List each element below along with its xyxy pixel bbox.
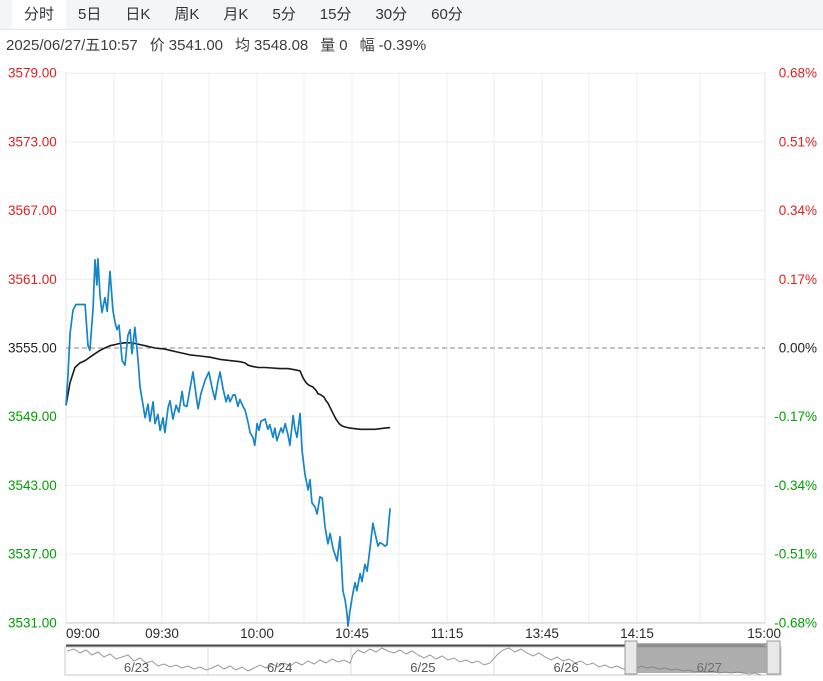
percent-axis-label: 0.51% (779, 134, 817, 149)
time-axis-label: 15:00 (747, 626, 781, 641)
navigator-selection[interactable] (637, 643, 767, 673)
price-axis-label: 3549.00 (8, 409, 57, 424)
period-tabbar: 分时 5日 日K 周K 月K 5分 15分 30分 60分 (0, 0, 823, 30)
price-axis-label: 3543.00 (8, 478, 57, 493)
percent-axis-label: 0.17% (779, 272, 817, 287)
percent-axis-label: 0.34% (779, 203, 817, 218)
navigator-right-handle[interactable] (766, 640, 781, 675)
percent-axis-label: -0.17% (774, 409, 817, 424)
time-axis-label: 10:45 (335, 626, 369, 641)
quote-price: 价 3541.00 (149, 36, 224, 54)
tab-intraday[interactable]: 分时 (12, 0, 67, 29)
price-line (65, 257, 391, 628)
quote-datetime: 2025/06/27/五10:57 (6, 36, 138, 54)
price-axis-label: 3567.00 (8, 203, 57, 218)
tab-60min[interactable]: 60分 (431, 6, 463, 23)
tab-monthly-k[interactable]: 月K (223, 6, 249, 23)
scrollbar-track[interactable] (66, 644, 626, 649)
percent-axis-label: 0.00% (779, 341, 817, 356)
navigator-left-handle[interactable] (624, 640, 638, 675)
price-axis-label: 3555.00 (8, 341, 57, 356)
quote-average: 均 3548.08 (235, 36, 309, 54)
time-axis-label: 11:15 (431, 626, 464, 641)
tab-5day[interactable]: 5日 (78, 6, 102, 23)
navigator-day-label[interactable]: 6/23 (124, 660, 149, 675)
navigator-day-label[interactable]: 6/24 (267, 660, 292, 675)
tab-5min[interactable]: 5分 (272, 6, 296, 23)
time-axis-label: 10:00 (240, 626, 274, 641)
price-axis-label: 3573.00 (8, 134, 57, 149)
tab-15min[interactable]: 15分 (319, 6, 352, 23)
date-navigator[interactable]: 6/236/246/256/266/27 (64, 640, 782, 676)
tab-daily-k[interactable]: 日K (125, 6, 151, 23)
tab-weekly-k[interactable]: 周K (174, 6, 200, 23)
chart-canvas[interactable]: 3579.00 0.68% 3573.00 0.51% 3567.00 0.34% 3561… (0, 58, 823, 681)
time-axis-label: 13:45 (525, 626, 559, 641)
percent-axis-label: -0.51% (774, 547, 817, 562)
price-axis-label: 3561.00 (8, 272, 57, 287)
quote-change: 幅 -0.39% (359, 36, 427, 54)
percent-axis-label: -0.34% (774, 478, 817, 493)
navigator-day-label[interactable]: 6/26 (553, 660, 578, 675)
price-axis-label: 3531.00 (8, 615, 57, 630)
percent-axis-label: -0.68% (774, 615, 817, 630)
tab-30min[interactable]: 30分 (375, 6, 408, 23)
navigator-day-label[interactable]: 6/25 (410, 660, 435, 675)
price-axis-label: 3579.00 (8, 66, 57, 81)
time-axis-label: 14:15 (620, 626, 654, 641)
time-axis-label: 09:00 (66, 626, 100, 641)
percent-axis-label: 0.68% (779, 66, 817, 81)
time-axis-label: 09:30 (145, 626, 179, 641)
average-line (65, 341, 391, 431)
intraday-chart[interactable]: 3579.00 0.68% 3573.00 0.51% 3567.00 0.34% 3561… (0, 58, 823, 681)
price-axis-label: 3537.00 (8, 547, 57, 562)
